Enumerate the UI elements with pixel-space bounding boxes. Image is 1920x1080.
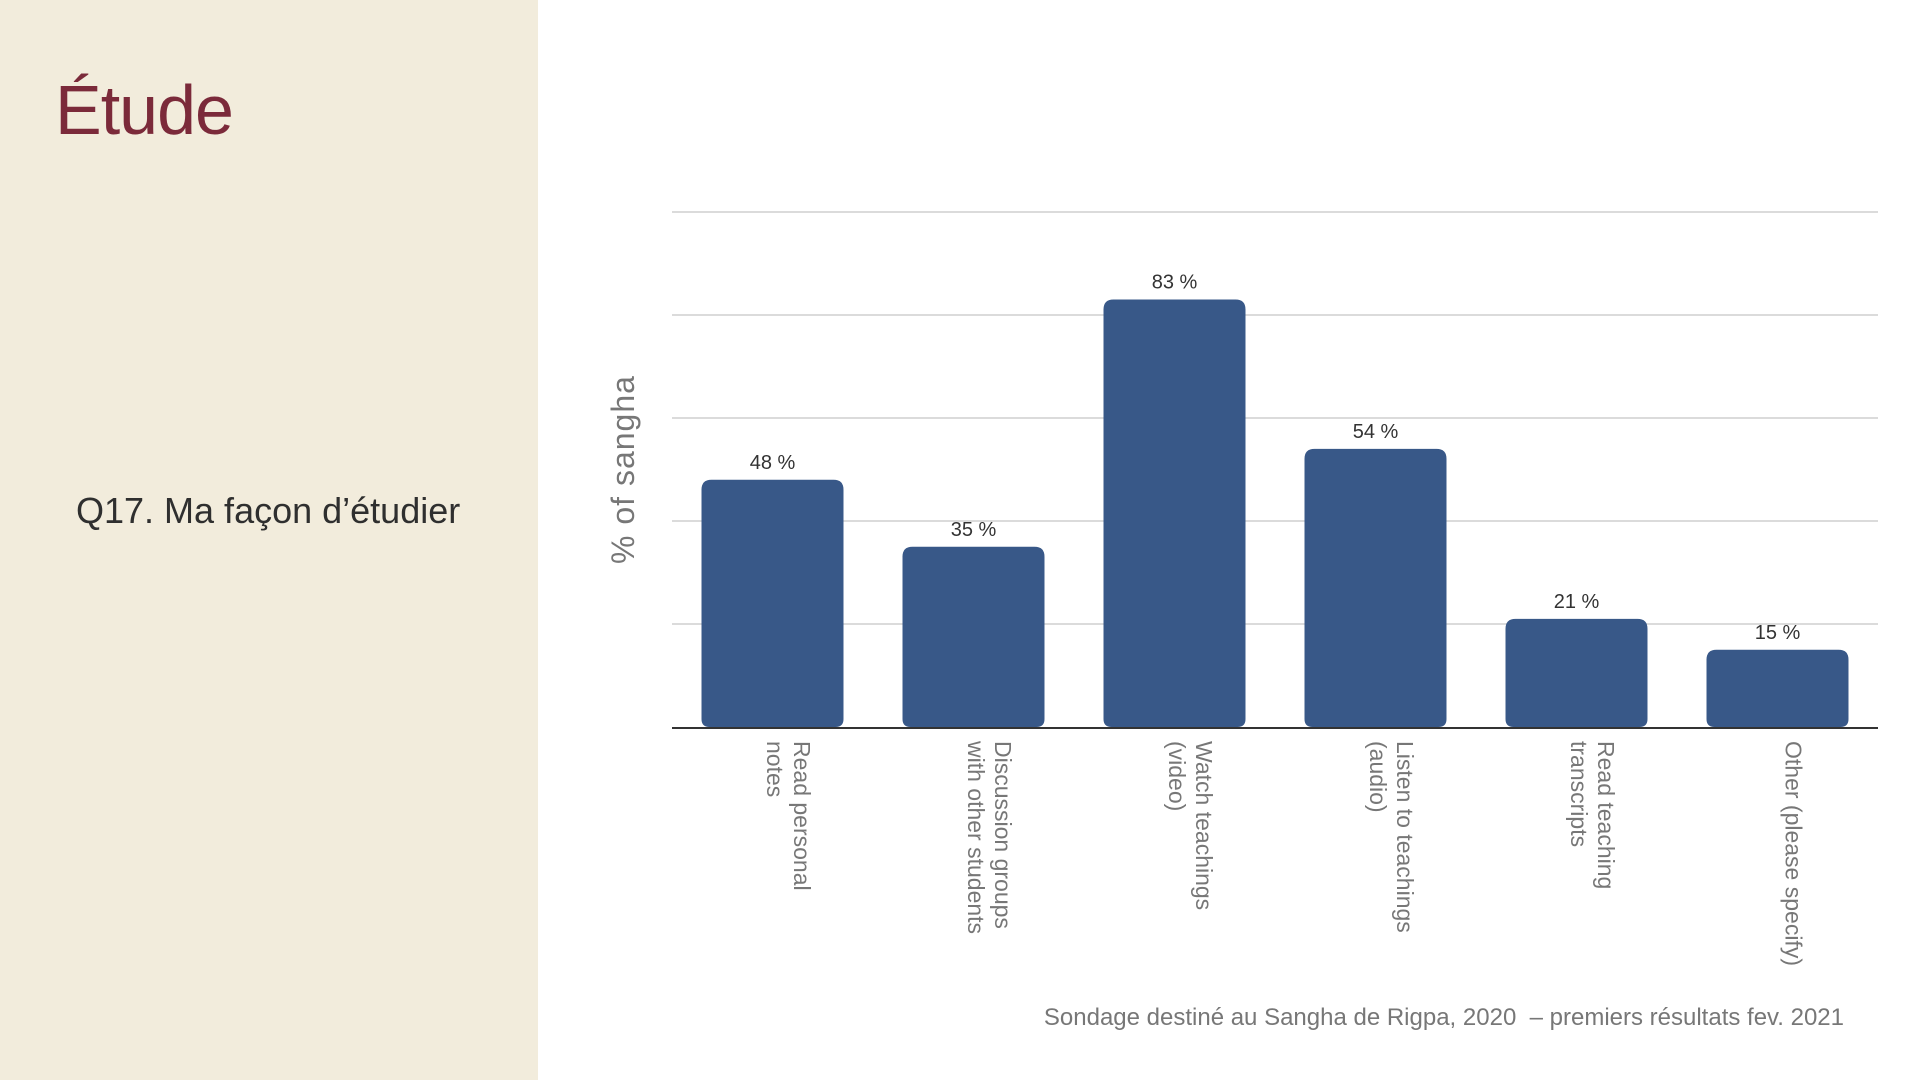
y-axis-label: % of sangha [605,375,641,564]
source-note: Sondage destiné au Sangha de Rigpa, 2020… [1043,1004,1844,1031]
category-label: Read teachingtranscripts [1566,741,1619,889]
category-label: Read personalnotes [762,741,815,891]
slide-title: Étude [55,71,234,149]
bar [701,479,844,727]
data-label: 21 % [1554,591,1600,613]
data-label: 35 % [951,519,997,541]
data-label: 54 % [1353,421,1399,443]
bar [1103,299,1246,727]
category-label: Watch teachings(video) [1164,741,1217,910]
bar [1304,448,1447,727]
data-label: 15 % [1755,622,1801,644]
data-label: 83 % [1152,272,1198,294]
category-label: Other (please specify) [1781,741,1807,966]
sidebar-panel: Étude Q17. Ma façon d’étudier [0,0,538,1080]
category-label: Listen to teachings(audio) [1365,741,1418,933]
bar [1706,649,1849,727]
category-label: Discussion groupswith other students [963,740,1016,934]
bar [1505,618,1648,727]
data-label: 48 % [750,452,796,474]
bar [902,546,1045,727]
question-text: Q17. Ma façon d’étudier [76,490,461,531]
